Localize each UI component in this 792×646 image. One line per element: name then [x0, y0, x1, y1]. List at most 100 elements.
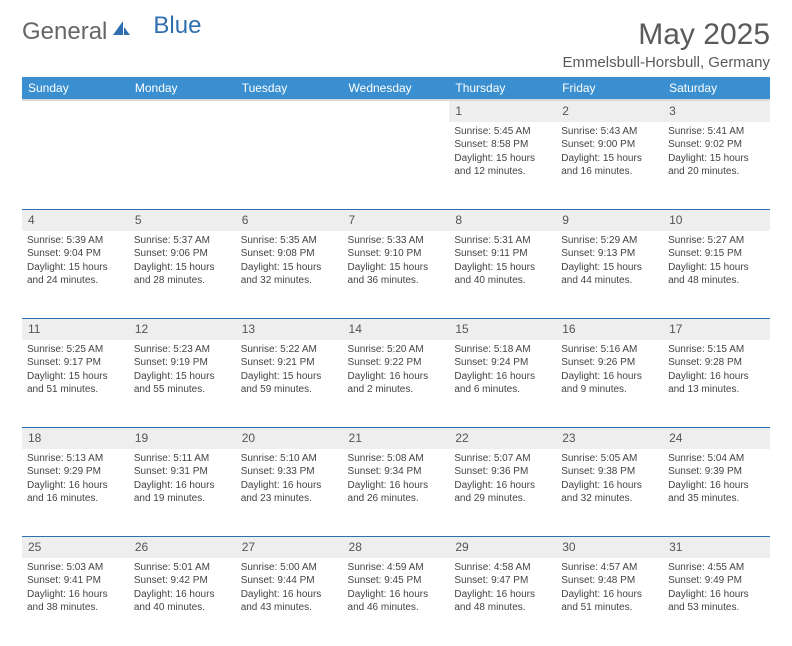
- day-number: 21: [349, 431, 362, 445]
- day-cell: Sunrise: 5:00 AMSunset: 9:44 PMDaylight:…: [236, 558, 343, 646]
- daynum-cell: 25: [22, 537, 129, 558]
- day-cell: Sunrise: 5:03 AMSunset: 9:41 PMDaylight:…: [22, 558, 129, 646]
- month-title: May 2025: [562, 18, 770, 52]
- day-cell-content: Sunrise: 5:16 AMSunset: 9:26 PMDaylight:…: [561, 343, 658, 397]
- daynum-cell: 17: [663, 319, 770, 340]
- day-number: 23: [562, 431, 575, 445]
- daynum-cell: 3: [663, 100, 770, 122]
- daynum-cell: 18: [22, 428, 129, 449]
- day-cell-content: Sunrise: 4:57 AMSunset: 9:48 PMDaylight:…: [561, 561, 658, 615]
- daynum-cell: [343, 100, 450, 122]
- daynum-cell: 8: [449, 210, 556, 231]
- day-cell: Sunrise: 5:18 AMSunset: 9:24 PMDaylight:…: [449, 340, 556, 428]
- day-cell-content: Sunrise: 5:04 AMSunset: 9:39 PMDaylight:…: [668, 452, 765, 506]
- weekday-header: Thursday: [449, 77, 556, 100]
- day-cell: Sunrise: 5:16 AMSunset: 9:26 PMDaylight:…: [556, 340, 663, 428]
- day-cell: Sunrise: 5:22 AMSunset: 9:21 PMDaylight:…: [236, 340, 343, 428]
- brand-logo: General Blue: [22, 18, 201, 46]
- daynum-cell: 9: [556, 210, 663, 231]
- day-cell: Sunrise: 5:10 AMSunset: 9:33 PMDaylight:…: [236, 449, 343, 537]
- day-number: 19: [135, 431, 148, 445]
- day-cell-content: Sunrise: 5:35 AMSunset: 9:08 PMDaylight:…: [241, 234, 338, 288]
- day-number: 6: [242, 213, 249, 227]
- day-cell: Sunrise: 5:01 AMSunset: 9:42 PMDaylight:…: [129, 558, 236, 646]
- day-cell-content: Sunrise: 5:13 AMSunset: 9:29 PMDaylight:…: [27, 452, 124, 506]
- day-cell: [236, 122, 343, 210]
- day-cell: [129, 122, 236, 210]
- day-cell-content: Sunrise: 5:27 AMSunset: 9:15 PMDaylight:…: [668, 234, 765, 288]
- daynum-cell: 2: [556, 100, 663, 122]
- daynum-row: 123: [22, 100, 770, 122]
- day-cell: Sunrise: 5:29 AMSunset: 9:13 PMDaylight:…: [556, 231, 663, 319]
- day-number: 16: [562, 322, 575, 336]
- content-row: Sunrise: 5:25 AMSunset: 9:17 PMDaylight:…: [22, 340, 770, 428]
- day-number: 7: [349, 213, 356, 227]
- daynum-cell: 14: [343, 319, 450, 340]
- day-cell: Sunrise: 4:59 AMSunset: 9:45 PMDaylight:…: [343, 558, 450, 646]
- day-cell-content: Sunrise: 5:25 AMSunset: 9:17 PMDaylight:…: [27, 343, 124, 397]
- day-number: 17: [669, 322, 682, 336]
- day-cell: [343, 122, 450, 210]
- day-number: 20: [242, 431, 255, 445]
- daynum-cell: 31: [663, 537, 770, 558]
- daynum-cell: 19: [129, 428, 236, 449]
- daynum-cell: 20: [236, 428, 343, 449]
- day-cell: Sunrise: 5:15 AMSunset: 9:28 PMDaylight:…: [663, 340, 770, 428]
- day-number: 14: [349, 322, 362, 336]
- day-number: 5: [135, 213, 142, 227]
- brand-part2: Blue: [153, 12, 201, 40]
- day-cell-content: Sunrise: 5:43 AMSunset: 9:00 PMDaylight:…: [561, 125, 658, 179]
- day-cell-content: Sunrise: 5:41 AMSunset: 9:02 PMDaylight:…: [668, 125, 765, 179]
- day-cell: Sunrise: 4:57 AMSunset: 9:48 PMDaylight:…: [556, 558, 663, 646]
- day-cell-content: Sunrise: 5:33 AMSunset: 9:10 PMDaylight:…: [348, 234, 445, 288]
- day-number: 4: [28, 213, 35, 227]
- weekday-header: Monday: [129, 77, 236, 100]
- weekday-header: Saturday: [663, 77, 770, 100]
- day-number: 10: [669, 213, 682, 227]
- day-number: 9: [562, 213, 569, 227]
- day-number: 27: [242, 540, 255, 554]
- day-cell-content: Sunrise: 5:37 AMSunset: 9:06 PMDaylight:…: [134, 234, 231, 288]
- daynum-row: 18192021222324: [22, 428, 770, 449]
- day-cell-content: Sunrise: 5:39 AMSunset: 9:04 PMDaylight:…: [27, 234, 124, 288]
- day-cell: Sunrise: 5:45 AMSunset: 8:58 PMDaylight:…: [449, 122, 556, 210]
- daynum-cell: 29: [449, 537, 556, 558]
- day-cell-content: Sunrise: 5:03 AMSunset: 9:41 PMDaylight:…: [27, 561, 124, 615]
- day-cell: Sunrise: 5:27 AMSunset: 9:15 PMDaylight:…: [663, 231, 770, 319]
- day-cell: Sunrise: 5:35 AMSunset: 9:08 PMDaylight:…: [236, 231, 343, 319]
- day-cell-content: Sunrise: 5:01 AMSunset: 9:42 PMDaylight:…: [134, 561, 231, 615]
- day-cell-content: Sunrise: 4:55 AMSunset: 9:49 PMDaylight:…: [668, 561, 765, 615]
- daynum-cell: [236, 100, 343, 122]
- day-cell-content: Sunrise: 5:00 AMSunset: 9:44 PMDaylight:…: [241, 561, 338, 615]
- daynum-cell: [22, 100, 129, 122]
- day-number: 31: [669, 540, 682, 554]
- daynum-cell: 11: [22, 319, 129, 340]
- day-cell: Sunrise: 5:04 AMSunset: 9:39 PMDaylight:…: [663, 449, 770, 537]
- daynum-row: 25262728293031: [22, 537, 770, 558]
- day-number: 26: [135, 540, 148, 554]
- day-cell-content: Sunrise: 5:23 AMSunset: 9:19 PMDaylight:…: [134, 343, 231, 397]
- day-cell-content: Sunrise: 5:20 AMSunset: 9:22 PMDaylight:…: [348, 343, 445, 397]
- day-cell: Sunrise: 4:58 AMSunset: 9:47 PMDaylight:…: [449, 558, 556, 646]
- daynum-cell: 7: [343, 210, 450, 231]
- weekday-header: Tuesday: [236, 77, 343, 100]
- day-number: 8: [455, 213, 462, 227]
- day-cell-content: Sunrise: 5:31 AMSunset: 9:11 PMDaylight:…: [454, 234, 551, 288]
- day-cell: Sunrise: 5:11 AMSunset: 9:31 PMDaylight:…: [129, 449, 236, 537]
- daynum-cell: 26: [129, 537, 236, 558]
- daynum-cell: 15: [449, 319, 556, 340]
- day-cell-content: Sunrise: 4:59 AMSunset: 9:45 PMDaylight:…: [348, 561, 445, 615]
- content-row: Sunrise: 5:45 AMSunset: 8:58 PMDaylight:…: [22, 122, 770, 210]
- day-cell: Sunrise: 5:25 AMSunset: 9:17 PMDaylight:…: [22, 340, 129, 428]
- day-cell-content: Sunrise: 5:05 AMSunset: 9:38 PMDaylight:…: [561, 452, 658, 506]
- day-number: 29: [455, 540, 468, 554]
- daynum-cell: 24: [663, 428, 770, 449]
- day-cell: Sunrise: 5:31 AMSunset: 9:11 PMDaylight:…: [449, 231, 556, 319]
- day-number: 25: [28, 540, 41, 554]
- day-cell-content: Sunrise: 5:08 AMSunset: 9:34 PMDaylight:…: [348, 452, 445, 506]
- daynum-cell: 10: [663, 210, 770, 231]
- day-cell-content: Sunrise: 5:15 AMSunset: 9:28 PMDaylight:…: [668, 343, 765, 397]
- title-block: May 2025 Emmelsbull-Horsbull, Germany: [562, 18, 770, 71]
- content-row: Sunrise: 5:13 AMSunset: 9:29 PMDaylight:…: [22, 449, 770, 537]
- day-number: 2: [562, 104, 569, 118]
